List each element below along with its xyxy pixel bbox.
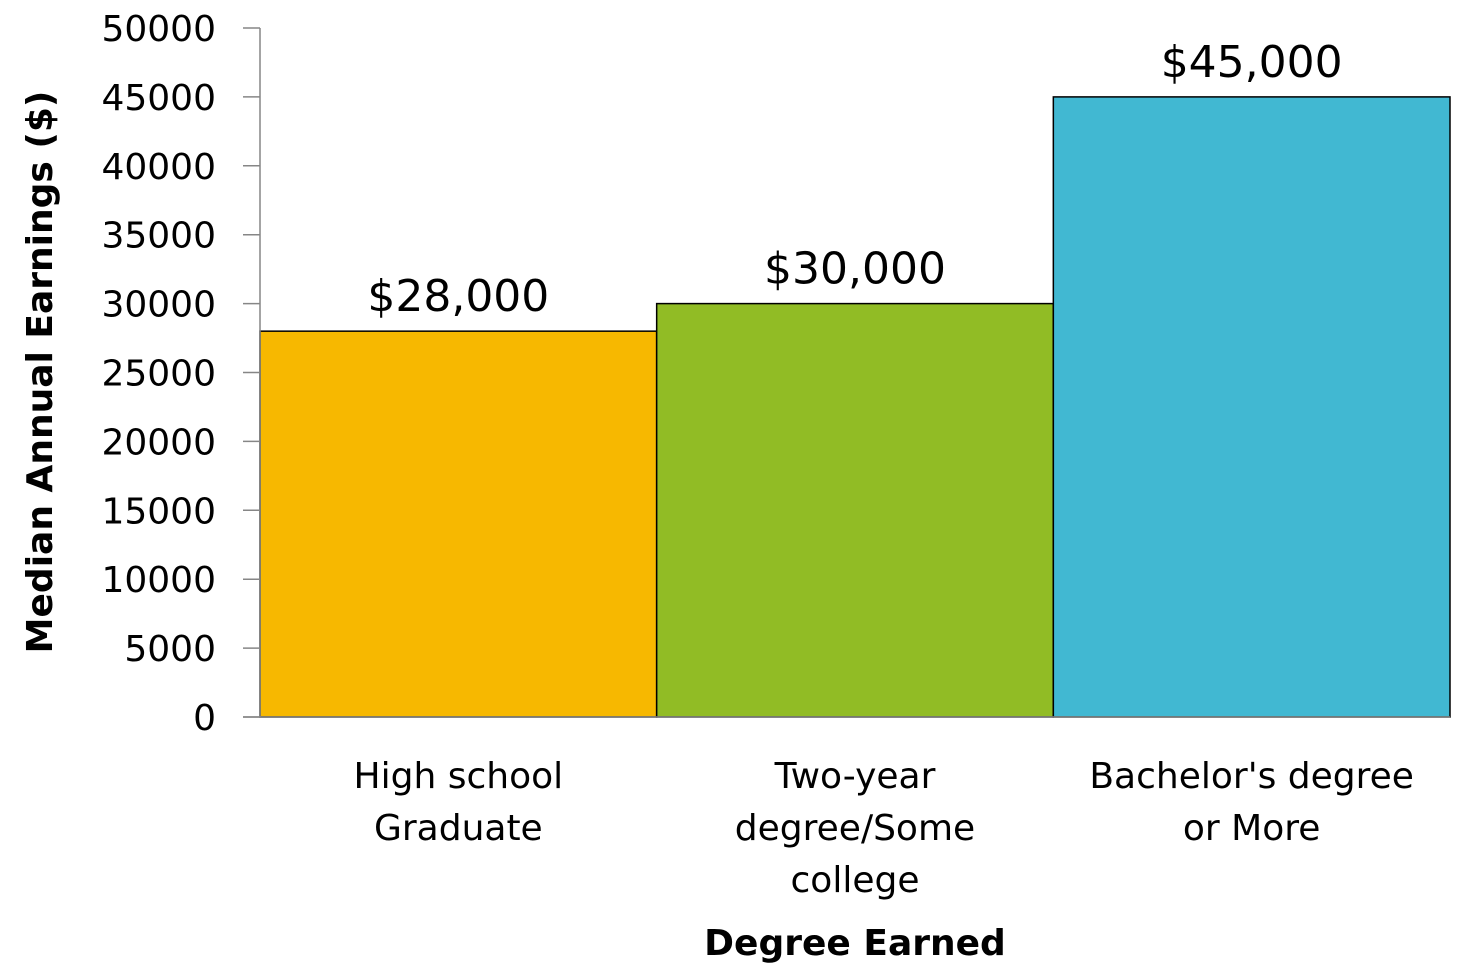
y-tick-label-8: 40000 [101,147,216,188]
y-axis-title: Median Annual Earnings ($) [20,91,61,654]
category-label-0-line-1: Graduate [374,808,543,849]
y-tick-label-2: 10000 [101,560,216,601]
labels-layer: $28,000 High school Graduate $30,000 Two-yea… [101,9,1414,901]
data-label-0: $28,000 [367,271,549,322]
y-tick-label-1: 5000 [124,629,216,670]
category-label-1-line-2: college [791,860,920,901]
category-label-1-line-0: Two-year [774,756,936,797]
axes-layer [243,27,1450,718]
data-label-2: $45,000 [1161,37,1343,88]
y-tick-label-7: 35000 [101,216,216,257]
y-tick-label-5: 25000 [101,354,216,395]
category-label-2-line-1: or More [1183,808,1321,849]
y-tick-label-0: 0 [193,698,216,739]
category-label-2-line-0: Bachelor's degree [1089,756,1414,797]
y-tick-label-4: 20000 [101,422,216,463]
data-label-1: $30,000 [764,244,946,295]
category-label-0: High school Graduate [354,756,564,849]
category-label-2: Bachelor's degree or More [1089,756,1414,849]
bar-0 [259,330,658,718]
y-tick-label-3: 15000 [101,491,216,532]
bars-layer [259,96,1451,718]
bar-1 [655,302,1055,718]
category-label-1: Two-year degree/Some college [735,756,975,901]
category-label-0-line-0: High school [354,756,564,797]
y-tick-label-9: 45000 [101,78,216,119]
x-axis-title: Degree Earned [704,923,1006,964]
bar-2 [1052,96,1451,718]
y-tick-label-6: 30000 [101,285,216,326]
y-tick-label-10: 50000 [101,9,216,50]
category-label-1-line-1: degree/Some [735,808,975,849]
